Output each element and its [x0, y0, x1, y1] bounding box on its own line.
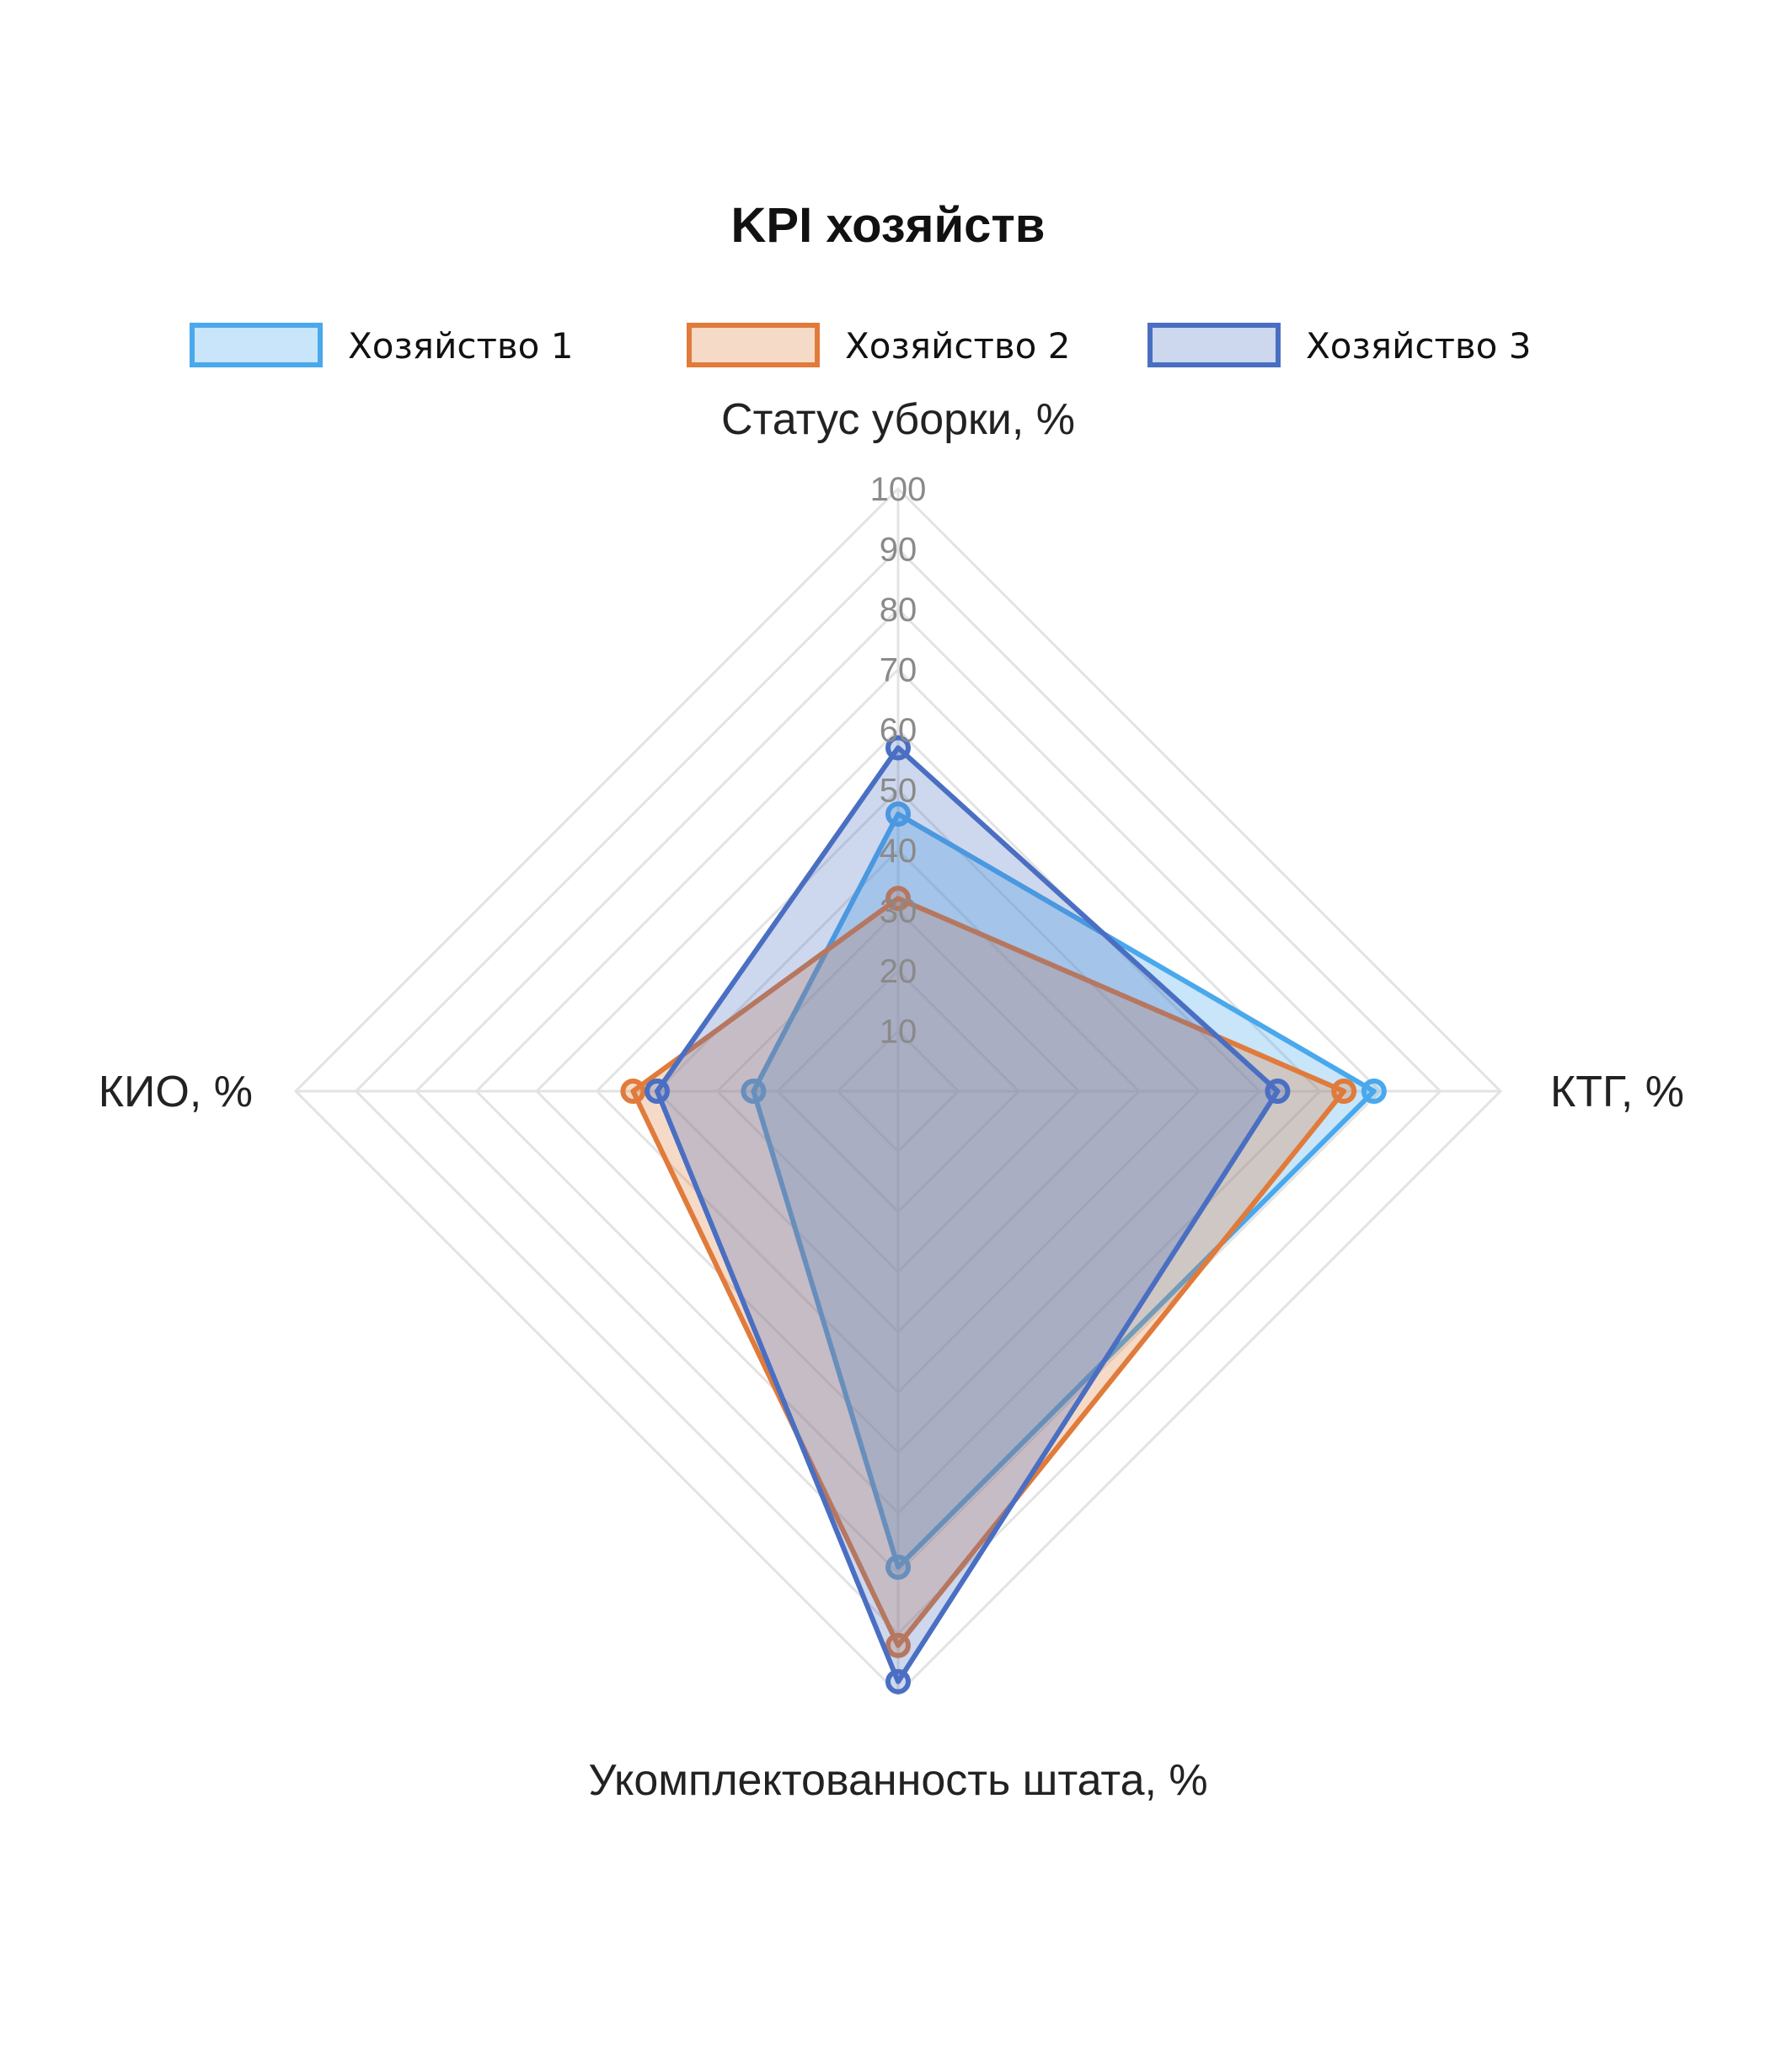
legend-item: Хозяйство 2	[687, 323, 1070, 367]
series-1	[741, 801, 1387, 1580]
data-point	[885, 801, 911, 827]
legend-swatch	[1147, 323, 1281, 367]
data-point	[741, 1079, 767, 1104]
tick-label: 100	[870, 471, 927, 508]
series-area	[655, 745, 1281, 1684]
axis-label: КИО, %	[99, 1068, 253, 1116]
legend-item: Хозяйство 3	[1147, 323, 1531, 367]
legend-label: Хозяйство 2	[845, 325, 1070, 367]
series-area	[751, 811, 1377, 1570]
tick-label: 70	[880, 652, 917, 689]
axis-labels: Статус уборки, % КТГ, % Укомплектованность…	[99, 395, 1684, 1805]
legend-swatch	[190, 323, 323, 367]
data-point	[645, 1079, 670, 1104]
data-point	[885, 1632, 911, 1658]
radar-grid	[293, 486, 1503, 1696]
axis-label: Укомплектованность штата, %	[588, 1756, 1207, 1805]
tick-label: 50	[880, 773, 917, 810]
chart-title: KPI хозяйств	[731, 198, 1046, 253]
tick-label: 20	[880, 953, 917, 990]
data-point	[885, 735, 911, 761]
data-point	[885, 1668, 911, 1695]
legend-item: Хозяйство 1	[190, 323, 573, 367]
data-point	[1265, 1079, 1291, 1104]
series-area	[630, 896, 1347, 1648]
series-2	[620, 886, 1357, 1658]
legend: Хозяйство 1 Хозяйство 2 Хозяйство 3	[190, 323, 1531, 367]
tick-label: 10	[880, 1014, 917, 1051]
tick-label: 80	[880, 592, 917, 629]
data-point	[1361, 1079, 1387, 1104]
axis-label: Статус уборки, %	[721, 395, 1075, 444]
series-group	[620, 735, 1387, 1695]
legend-label: Хозяйство 3	[1306, 325, 1531, 367]
tick-labels: 10 20 30 40 50 60 70 80 90 100	[870, 471, 927, 1051]
legend-swatch	[687, 323, 820, 367]
data-point	[885, 1554, 911, 1580]
tick-label: 30	[880, 893, 917, 930]
axis-label: КТГ, %	[1550, 1068, 1684, 1116]
data-point	[1331, 1079, 1357, 1104]
series-3	[645, 735, 1291, 1695]
data-point	[885, 886, 911, 912]
tick-label: 40	[880, 833, 917, 870]
tick-label: 90	[880, 532, 917, 569]
data-point	[620, 1079, 646, 1104]
tick-label: 60	[880, 712, 917, 749]
legend-label: Хозяйство 1	[348, 325, 573, 367]
